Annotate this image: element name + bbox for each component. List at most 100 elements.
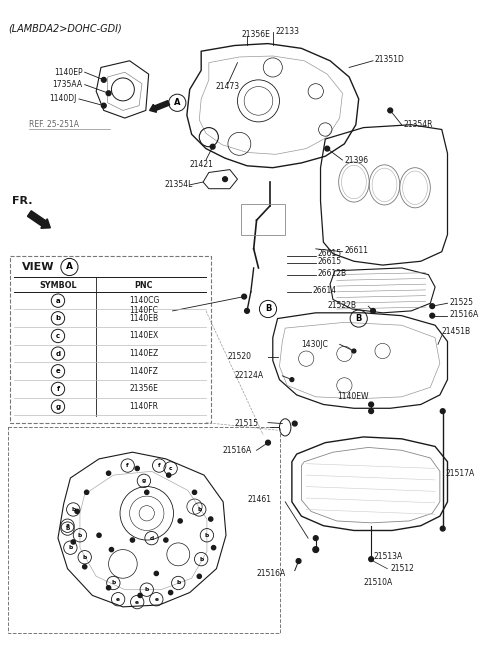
- Text: 1140EX: 1140EX: [129, 331, 158, 341]
- Circle shape: [209, 517, 213, 521]
- Text: 26614: 26614: [313, 286, 337, 296]
- Text: 21473: 21473: [216, 82, 240, 91]
- Text: B: B: [265, 304, 271, 313]
- Text: b: b: [68, 545, 72, 550]
- Circle shape: [371, 308, 375, 314]
- Text: e: e: [56, 368, 60, 374]
- Circle shape: [290, 378, 294, 381]
- Circle shape: [167, 473, 171, 477]
- Circle shape: [210, 145, 215, 149]
- Circle shape: [192, 490, 197, 494]
- Text: 21356E: 21356E: [130, 385, 158, 393]
- Text: b: b: [71, 507, 75, 512]
- Text: g: g: [142, 478, 146, 483]
- Text: b: b: [144, 587, 149, 592]
- Text: 21354L: 21354L: [165, 180, 193, 189]
- Text: A: A: [174, 98, 180, 108]
- Circle shape: [83, 565, 87, 569]
- Circle shape: [369, 409, 373, 414]
- Text: e: e: [135, 599, 139, 605]
- Circle shape: [313, 536, 318, 541]
- Text: 21516A: 21516A: [222, 446, 252, 455]
- Circle shape: [352, 349, 356, 353]
- Text: 1140FZ: 1140FZ: [130, 367, 158, 376]
- Text: 21461: 21461: [247, 496, 271, 504]
- Text: 26612B: 26612B: [318, 269, 347, 278]
- Text: 21520: 21520: [228, 352, 252, 361]
- Text: e: e: [154, 597, 158, 602]
- Circle shape: [430, 314, 434, 318]
- FancyArrow shape: [27, 211, 50, 228]
- Text: 1140DJ: 1140DJ: [50, 94, 77, 104]
- Circle shape: [135, 467, 139, 471]
- Circle shape: [212, 546, 216, 550]
- Text: 1430JC: 1430JC: [301, 340, 328, 349]
- Circle shape: [292, 421, 297, 426]
- Text: b: b: [55, 315, 60, 321]
- Text: (LAMBDA2>DOHC-GDI): (LAMBDA2>DOHC-GDI): [8, 23, 122, 33]
- Circle shape: [178, 519, 182, 523]
- Text: f: f: [126, 463, 129, 468]
- Text: 21522B: 21522B: [327, 301, 356, 310]
- Text: c: c: [169, 466, 172, 471]
- Text: 21451B: 21451B: [442, 327, 471, 337]
- Circle shape: [325, 147, 330, 151]
- Circle shape: [106, 91, 111, 96]
- Circle shape: [144, 490, 149, 494]
- Text: VIEW: VIEW: [22, 262, 54, 272]
- Text: 1140EP: 1140EP: [54, 68, 83, 77]
- Text: 21525: 21525: [449, 298, 473, 307]
- Circle shape: [138, 593, 142, 597]
- Text: e: e: [116, 597, 120, 602]
- Text: REF. 25-251A: REF. 25-251A: [29, 120, 79, 129]
- Text: 21421: 21421: [190, 160, 214, 170]
- Text: b: b: [199, 556, 204, 562]
- Text: 26611: 26611: [344, 246, 368, 255]
- Text: 21356E: 21356E: [241, 30, 270, 38]
- Text: 21517A: 21517A: [445, 469, 475, 478]
- Text: f: f: [57, 386, 60, 392]
- Text: a: a: [66, 523, 70, 528]
- Circle shape: [440, 409, 445, 414]
- Circle shape: [265, 440, 270, 445]
- Circle shape: [388, 108, 393, 113]
- Circle shape: [75, 510, 79, 513]
- Text: b: b: [65, 526, 70, 531]
- Circle shape: [107, 471, 111, 475]
- FancyArrow shape: [150, 100, 169, 112]
- Circle shape: [168, 591, 173, 595]
- Circle shape: [131, 538, 134, 542]
- Text: g: g: [55, 404, 60, 410]
- Text: FR.: FR.: [12, 196, 33, 206]
- Circle shape: [154, 572, 158, 576]
- Circle shape: [101, 77, 106, 82]
- Text: 21512: 21512: [390, 564, 414, 573]
- Text: 26615: 26615: [318, 257, 342, 266]
- Text: c: c: [56, 333, 60, 339]
- Circle shape: [101, 103, 106, 108]
- Circle shape: [296, 558, 301, 564]
- Text: 26615: 26615: [318, 249, 342, 258]
- Text: 1140EB: 1140EB: [129, 314, 158, 323]
- Circle shape: [242, 294, 247, 299]
- Text: 1140CG: 1140CG: [129, 296, 159, 305]
- Circle shape: [84, 490, 89, 494]
- Text: b: b: [111, 581, 116, 585]
- Text: 21515: 21515: [235, 419, 259, 428]
- Text: 21516A: 21516A: [256, 569, 286, 578]
- Text: 21513A: 21513A: [373, 552, 402, 561]
- Text: 1735AA: 1735AA: [53, 80, 83, 89]
- Text: 21510A: 21510A: [363, 579, 393, 587]
- Circle shape: [369, 557, 373, 562]
- Text: 1140FR: 1140FR: [130, 402, 158, 411]
- Circle shape: [97, 533, 101, 537]
- Text: SYMBOL: SYMBOL: [39, 280, 77, 290]
- Text: 1140EZ: 1140EZ: [129, 349, 158, 358]
- Text: f: f: [158, 463, 160, 468]
- Text: b: b: [176, 581, 180, 585]
- Circle shape: [245, 308, 250, 314]
- Circle shape: [197, 574, 202, 578]
- Text: d: d: [149, 536, 154, 541]
- Text: A: A: [66, 263, 73, 271]
- Text: 22124A: 22124A: [235, 372, 264, 380]
